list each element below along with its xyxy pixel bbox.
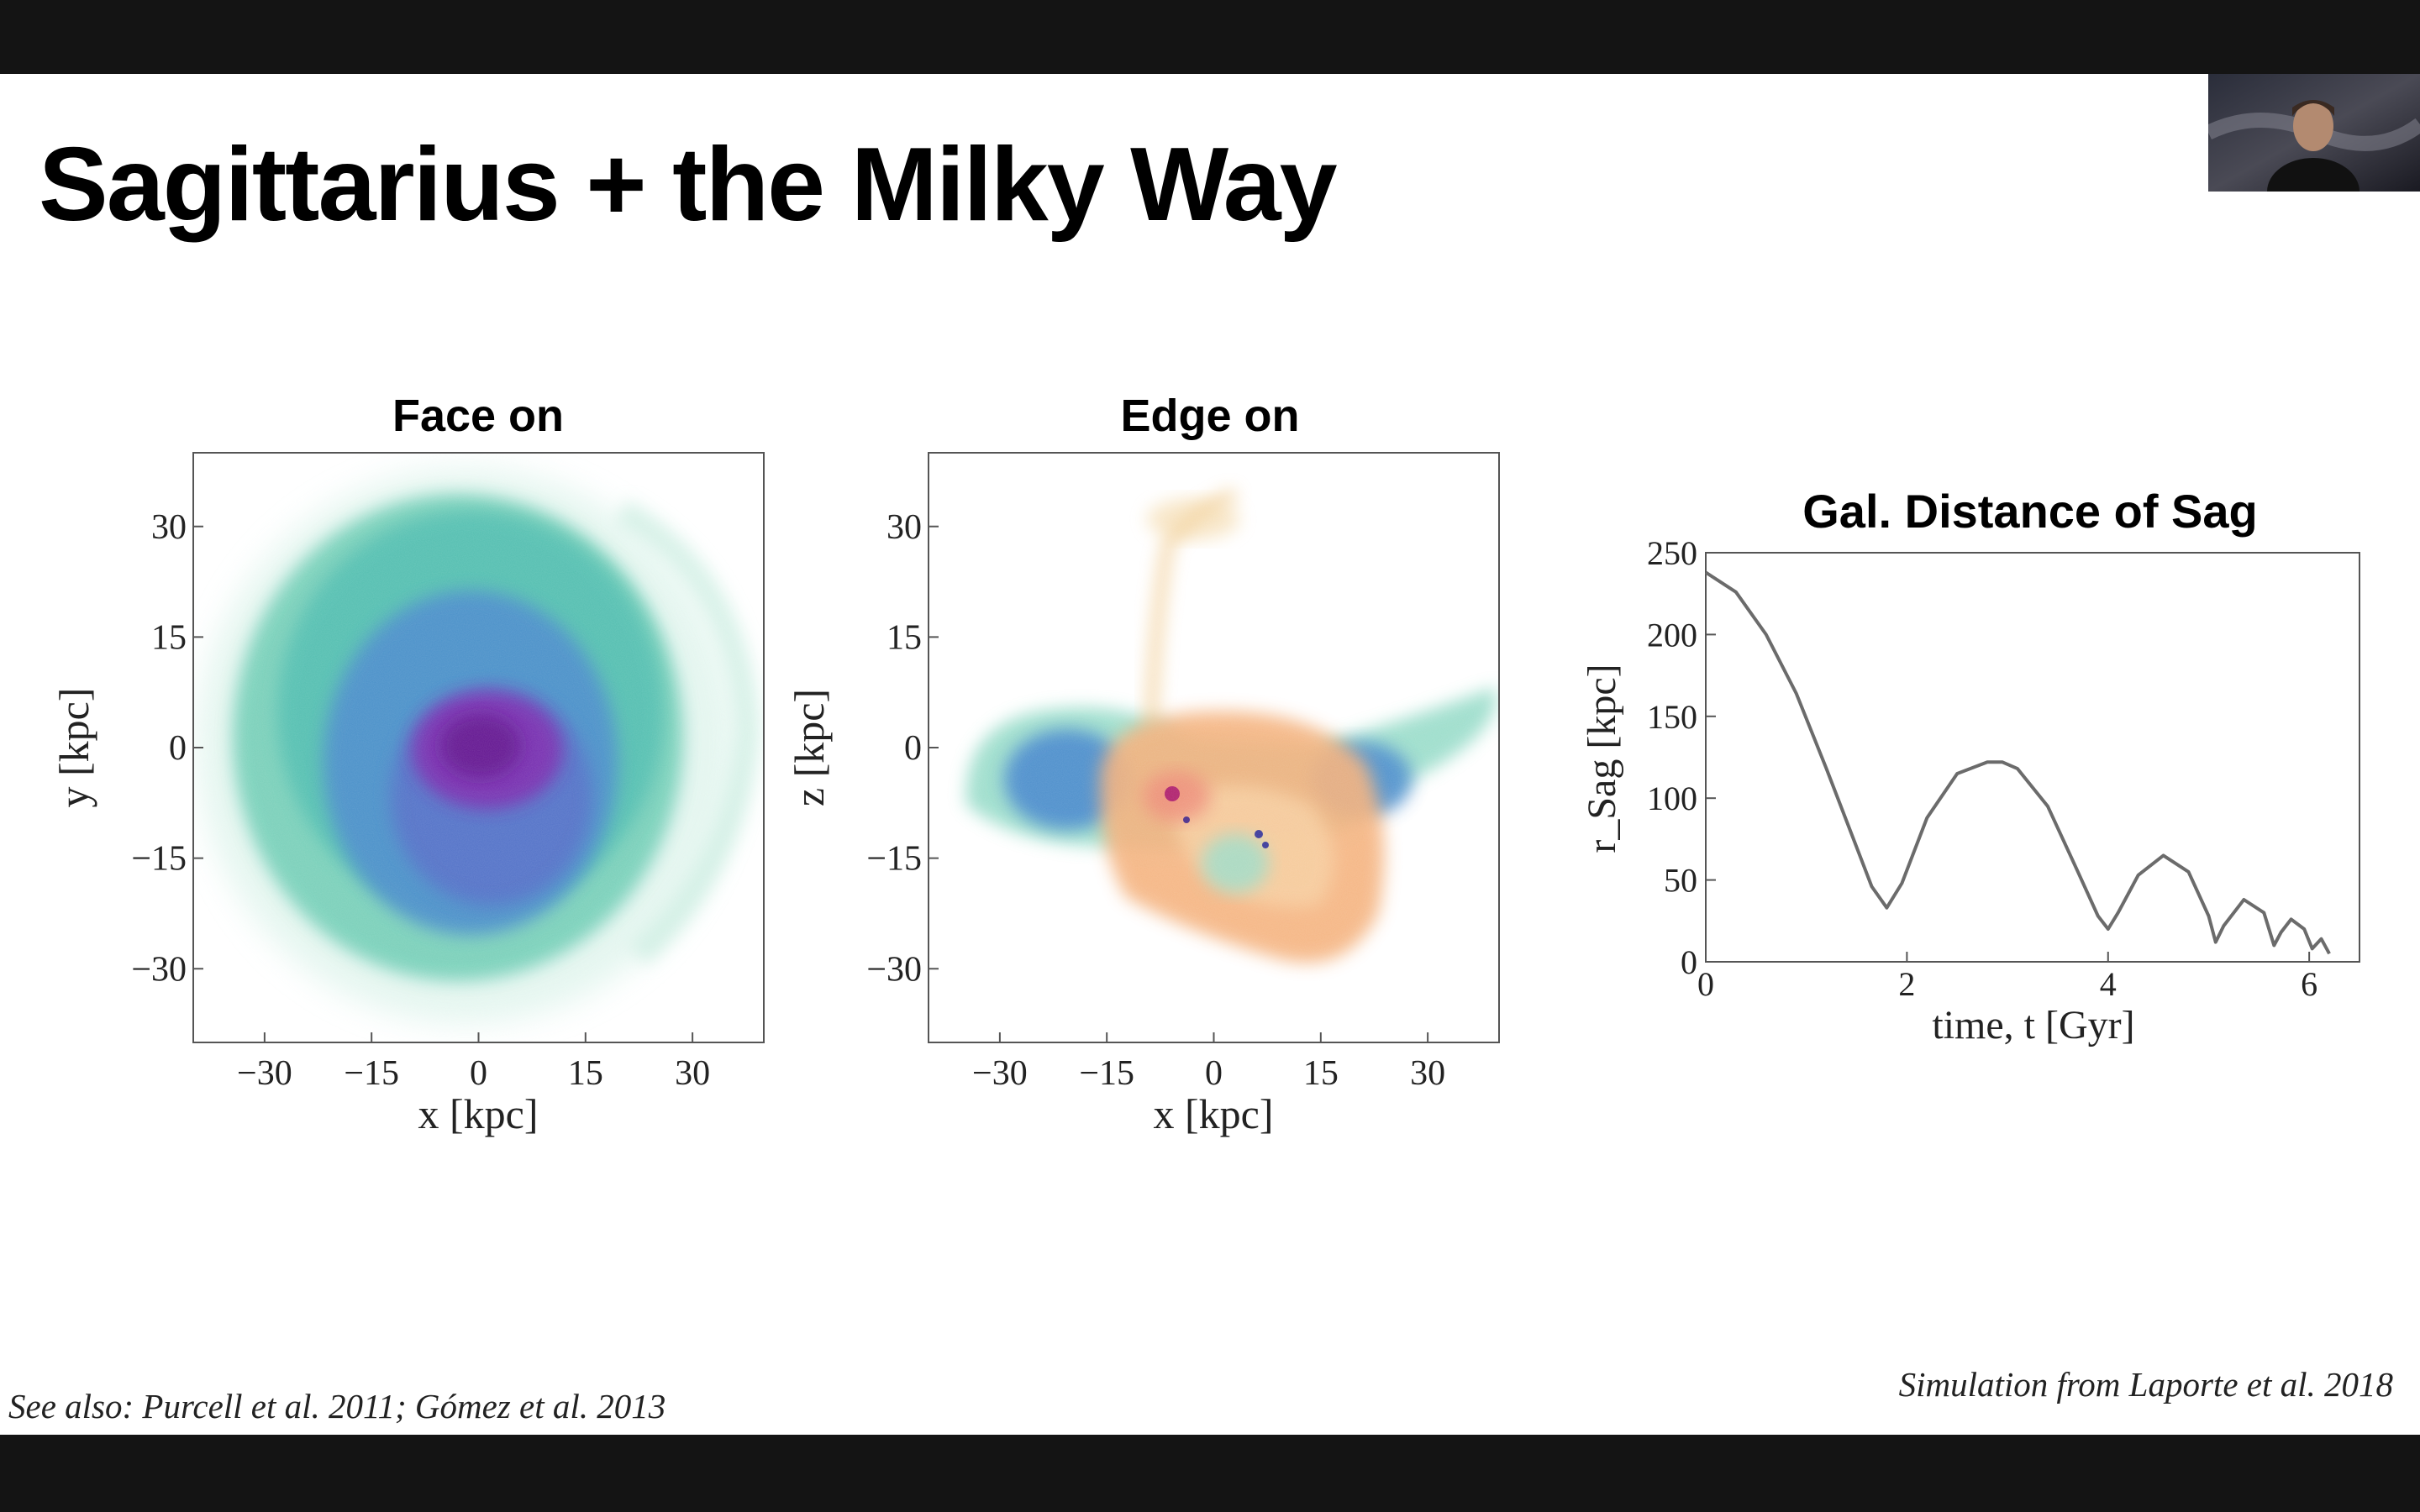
distance-chart-frame: [1705, 552, 2360, 963]
distance-chart-x-tick-label: 2: [1898, 965, 1915, 1003]
edge-on-title: Edge on: [1121, 391, 1300, 441]
face-on-x-tick-label: 0: [470, 1054, 487, 1093]
face-on-x-axis-label: x [kpc]: [418, 1090, 539, 1137]
face-on-panel: Face on −30 −15 0 15 30 30 15 0 −15 −30 x [kpc] y…: [50, 391, 765, 1137]
sag-distance-line: [1704, 570, 2331, 955]
edge-on-x-axis-label: x [kpc]: [1154, 1090, 1274, 1137]
slide-title: Sagittarius + the Milky Way: [39, 127, 1338, 243]
presenter-video-icon: [2208, 74, 2420, 192]
edge-on-density-map: [929, 453, 1499, 1042]
edge-on-x-tick-label: 0: [1205, 1054, 1223, 1093]
edge-on-x-tick-label: 15: [1303, 1054, 1339, 1093]
distance-chart-title: Gal. Distance of Sag: [1802, 485, 2258, 538]
face-on-axes: −30 −15 0 15 30 30 15 0 −15 −30: [131, 508, 710, 1093]
distance-chart-x-tick-label: 6: [2301, 965, 2317, 1003]
face-on-y-tick-label: −30: [131, 950, 187, 989]
face-on-y-tick-label: 0: [169, 729, 187, 768]
face-on-y-tick-label: 30: [151, 508, 187, 547]
citation-see-also: See also: Purcell et al. 2011; Gómez et …: [8, 1387, 666, 1425]
edge-on-y-tick-label: −15: [866, 840, 922, 879]
distance-chart-x-axis-label: time, t [Gyr]: [1932, 1003, 2134, 1047]
edge-on-y-tick-label: 30: [886, 508, 922, 547]
edge-on-x-tick-label: −30: [972, 1054, 1028, 1093]
face-on-y-tick-label: 15: [151, 618, 187, 657]
distance-chart-x-tick-label: 4: [2100, 965, 2117, 1003]
edge-on-panel: Edge on −30 −15 0 15 3: [786, 391, 1500, 1137]
edge-on-y-axis-label: z [kpc]: [786, 689, 833, 806]
distance-chart-y-tick-label: 100: [1647, 780, 1697, 817]
edge-on-x-tick-label: 30: [1410, 1054, 1445, 1093]
face-on-y-tick-label: −15: [131, 840, 187, 879]
distance-chart-y-tick-label: 250: [1647, 534, 1697, 572]
distance-chart-y-tick-label: 200: [1647, 616, 1697, 654]
face-on-title: Face on: [392, 391, 564, 441]
distance-chart-y-tick-label: 0: [1681, 943, 1697, 981]
presentation-slide: Sagittarius + the Milky Way Face on: [0, 74, 2420, 1435]
distance-chart-y-tick-label: 50: [1664, 862, 1697, 900]
face-on-x-tick-label: −15: [344, 1054, 399, 1093]
distance-chart-y-tick-label: 150: [1647, 698, 1697, 736]
distance-chart-y-axis-label: r_Sag [kpc]: [1580, 664, 1624, 853]
distance-chart: Gal. Distance of Sag 0 2 4 6 0 50 100 150 200 250…: [1580, 485, 2360, 1047]
face-on-x-tick-label: 30: [675, 1054, 710, 1093]
edge-on-y-tick-label: 0: [904, 729, 922, 768]
presenter-webcam: [2208, 74, 2420, 192]
edge-on-x-tick-label: −15: [1079, 1054, 1134, 1093]
distance-chart-axes: 0 2 4 6 0 50 100 150 200 250: [1647, 534, 2317, 1003]
citation-simulation: Simulation from Laporte et al. 2018: [1898, 1365, 2393, 1404]
edge-on-axes: −30 −15 0 15 30 30 15 0 −15 −30: [866, 508, 1445, 1093]
face-on-y-axis-label: y [kpc]: [50, 688, 97, 808]
face-on-density-map: [193, 453, 764, 1042]
face-on-x-tick-label: −30: [237, 1054, 292, 1093]
edge-on-y-tick-label: −30: [866, 950, 922, 989]
distance-chart-x-tick-label: 0: [1697, 965, 1714, 1003]
edge-on-y-tick-label: 15: [886, 618, 922, 657]
face-on-x-tick-label: 15: [568, 1054, 603, 1093]
